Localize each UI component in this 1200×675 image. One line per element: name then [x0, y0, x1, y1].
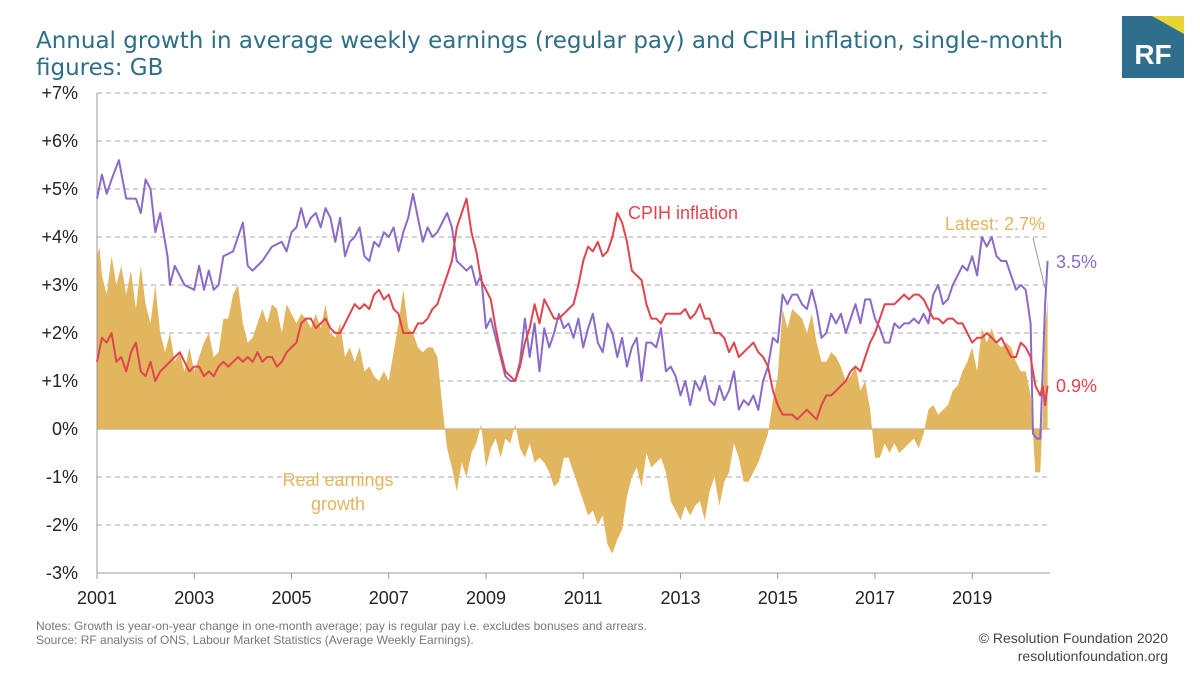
x-tick-label: 2005 — [271, 588, 311, 608]
rf-logo: RF — [1122, 16, 1184, 78]
chart-title: Annual growth in average weekly earnings… — [36, 28, 1064, 81]
x-tick-label: 2001 — [77, 588, 117, 608]
cpih-inflation-label: CPIH inflation — [628, 203, 738, 223]
cpih-inflation-line — [96, 197, 1049, 421]
cpih-latest-value-label: 0.9% — [1056, 376, 1097, 396]
logo-text: RF — [1134, 39, 1171, 70]
notes-line: Notes: Growth is year-on-year change in … — [36, 619, 647, 633]
x-tick-label: 2011 — [564, 588, 603, 608]
series-lines — [96, 159, 1049, 440]
credit-block: © Resolution Foundation 2020 resolutionf… — [979, 629, 1168, 665]
y-tick-label: +3% — [41, 275, 78, 295]
y-tick-label: +1% — [41, 371, 78, 391]
y-tick-label: +2% — [41, 323, 78, 343]
x-tick-label: 2007 — [369, 588, 409, 608]
y-tick-label: -1% — [46, 467, 78, 487]
latest-real-earnings-label: Latest: 2.7% — [945, 214, 1045, 234]
x-tick-label: 2015 — [758, 588, 798, 608]
real-earnings-area — [97, 246, 1048, 554]
x-tick-label: 2009 — [466, 588, 506, 608]
y-tick-label: +5% — [41, 179, 78, 199]
y-tick-label: +7% — [41, 83, 78, 103]
y-tick-label: -2% — [46, 515, 78, 535]
y-tick-label: 0% — [52, 419, 78, 439]
real-earnings-label-line1: Real earnings — [282, 470, 393, 490]
x-tick-label: 2019 — [952, 588, 992, 608]
x-tick-label: 2013 — [660, 588, 700, 608]
logo-accent — [1152, 16, 1184, 34]
pay-latest-value-label: 3.5% — [1056, 252, 1097, 272]
copyright-text: © Resolution Foundation 2020 — [978, 630, 1168, 646]
y-tick-label: -3% — [46, 563, 78, 583]
axes: +7% +6% +5% +4% +3% +2% +1% 0% -1% -2% -3% 2001 2003… — [41, 83, 1050, 608]
real-earnings-label-line2: growth — [311, 494, 365, 514]
chart-notes: Notes: Growth is year-on-year change in … — [36, 619, 796, 647]
y-tick-label: +4% — [41, 227, 78, 247]
x-tick-label: 2017 — [855, 588, 895, 608]
website-link[interactable]: resolutionfoundation.org — [1017, 648, 1168, 664]
pay-growth-line — [96, 159, 1049, 440]
latest-label-leader — [1032, 237, 1046, 289]
real-earnings-area-group — [97, 246, 1048, 554]
annotations: CPIH inflation Real earnings growth Late… — [282, 203, 1097, 514]
x-tick-label: 2003 — [174, 588, 214, 608]
earnings-chart: +7% +6% +5% +4% +3% +2% +1% 0% -1% -2% -3% 2001 2003… — [41, 83, 1097, 608]
y-tick-label: +6% — [41, 131, 78, 151]
source-line: Source: RF analysis of ONS, Labour Marke… — [36, 633, 474, 647]
